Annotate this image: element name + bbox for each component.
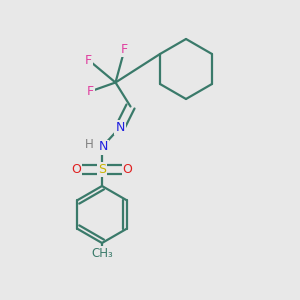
Text: CH₃: CH₃ — [91, 247, 113, 260]
Text: F: F — [121, 43, 128, 56]
Text: F: F — [85, 53, 92, 67]
Text: N: N — [115, 121, 125, 134]
Text: O: O — [72, 163, 81, 176]
Text: F: F — [86, 85, 94, 98]
Text: N: N — [98, 140, 108, 154]
Text: S: S — [98, 163, 106, 176]
Text: H: H — [85, 138, 94, 151]
Text: O: O — [123, 163, 132, 176]
